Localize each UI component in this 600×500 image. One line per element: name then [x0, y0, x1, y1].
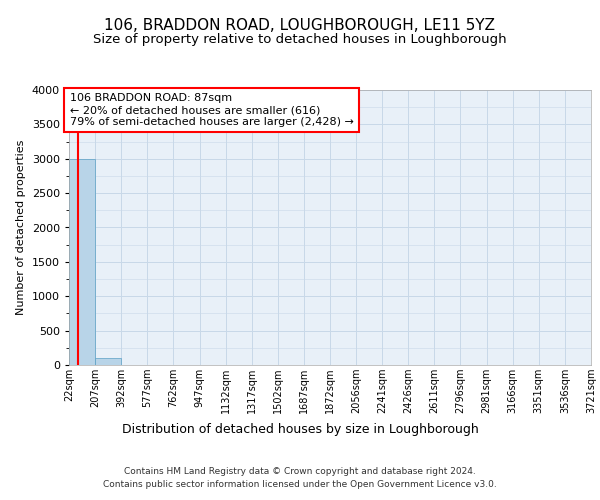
Y-axis label: Number of detached properties: Number of detached properties — [16, 140, 26, 315]
Text: 106, BRADDON ROAD, LOUGHBOROUGH, LE11 5YZ: 106, BRADDON ROAD, LOUGHBOROUGH, LE11 5Y… — [104, 18, 496, 32]
Text: Contains public sector information licensed under the Open Government Licence v3: Contains public sector information licen… — [103, 480, 497, 489]
Text: Distribution of detached houses by size in Loughborough: Distribution of detached houses by size … — [122, 422, 478, 436]
Bar — [95, 358, 121, 365]
Text: 106 BRADDON ROAD: 87sqm
← 20% of detached houses are smaller (616)
79% of semi-d: 106 BRADDON ROAD: 87sqm ← 20% of detache… — [70, 94, 353, 126]
Text: Size of property relative to detached houses in Loughborough: Size of property relative to detached ho… — [93, 32, 507, 46]
Bar — [69, 158, 95, 365]
Text: Contains HM Land Registry data © Crown copyright and database right 2024.: Contains HM Land Registry data © Crown c… — [124, 468, 476, 476]
